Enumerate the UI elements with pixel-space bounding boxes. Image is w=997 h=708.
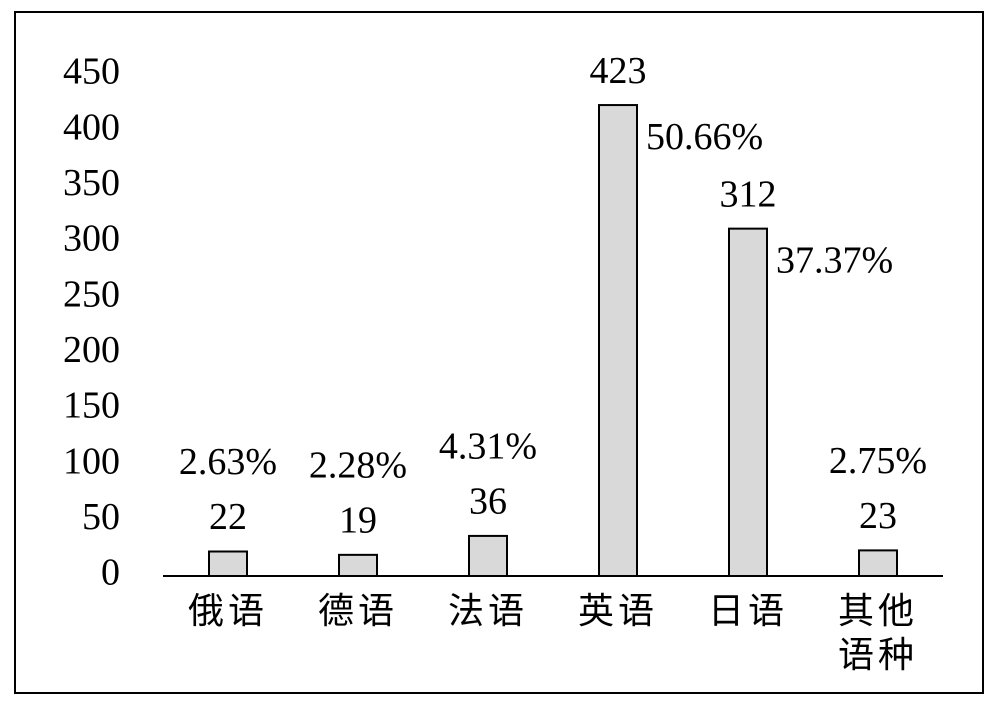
bar xyxy=(468,534,508,577)
percent-label: 37.37% xyxy=(776,239,893,281)
x-tick-label: 法语 xyxy=(447,591,528,632)
percent-label: 50.66% xyxy=(646,116,763,158)
x-tick-label: 俄语 xyxy=(187,591,268,632)
percent-label: 2.28% xyxy=(309,445,407,487)
value-label: 423 xyxy=(590,50,647,92)
bar xyxy=(858,549,898,577)
percent-label: 2.75% xyxy=(829,440,927,482)
y-tick-label: 200 xyxy=(63,329,120,371)
y-tick-label: 50 xyxy=(82,496,120,538)
bar xyxy=(728,227,768,577)
y-tick-label: 250 xyxy=(63,273,120,315)
x-tick-label: 英语 xyxy=(577,591,658,632)
frame xyxy=(14,11,984,694)
y-tick-label: 400 xyxy=(63,106,120,148)
value-label: 36 xyxy=(469,481,507,523)
y-tick-label: 100 xyxy=(63,440,120,482)
bar xyxy=(338,553,378,578)
y-tick-label: 0 xyxy=(101,552,120,594)
x-tick-label: 德语 xyxy=(317,591,398,632)
y-tick-label: 150 xyxy=(63,385,120,427)
y-tick-label: 350 xyxy=(63,162,120,204)
value-label: 22 xyxy=(209,496,247,538)
x-tick-label: 其他语种 xyxy=(837,591,918,676)
bar xyxy=(208,550,248,577)
percent-label: 2.63% xyxy=(179,441,277,483)
percent-label: 4.31% xyxy=(439,426,537,468)
y-tick-label: 300 xyxy=(63,218,120,260)
bar xyxy=(598,104,638,577)
y-tick-label: 450 xyxy=(63,51,120,93)
value-label: 23 xyxy=(859,495,897,537)
value-label: 19 xyxy=(339,500,377,542)
value-label: 312 xyxy=(720,173,777,215)
x-tick-label: 日语 xyxy=(707,591,788,632)
